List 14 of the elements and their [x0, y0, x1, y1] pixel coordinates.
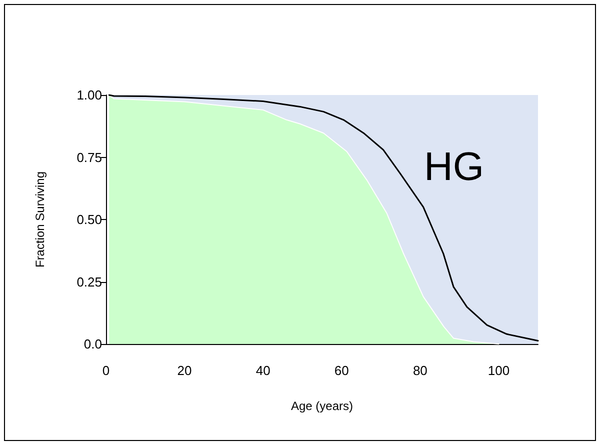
x-tick-label: 80: [412, 363, 428, 378]
y-tick-label: 0.75: [76, 150, 102, 165]
annotation: HG: [424, 145, 484, 189]
x-tick-label: 20: [177, 363, 192, 378]
y-axis-title: Fraction Surviving: [33, 171, 47, 268]
y-tick-label: 0.50: [76, 212, 102, 227]
x-tick-label: 60: [334, 363, 349, 378]
y-tick-label: 1.00: [76, 88, 102, 102]
y-tick-label: 0.0: [84, 336, 102, 352]
x-axis-title: Age (years): [290, 399, 354, 413]
y-tick-label: 0.25: [76, 274, 102, 290]
x-tick-label: 100: [488, 363, 510, 378]
x-tick-label: 40: [256, 363, 270, 378]
x-tick-label: 0: [102, 363, 110, 378]
